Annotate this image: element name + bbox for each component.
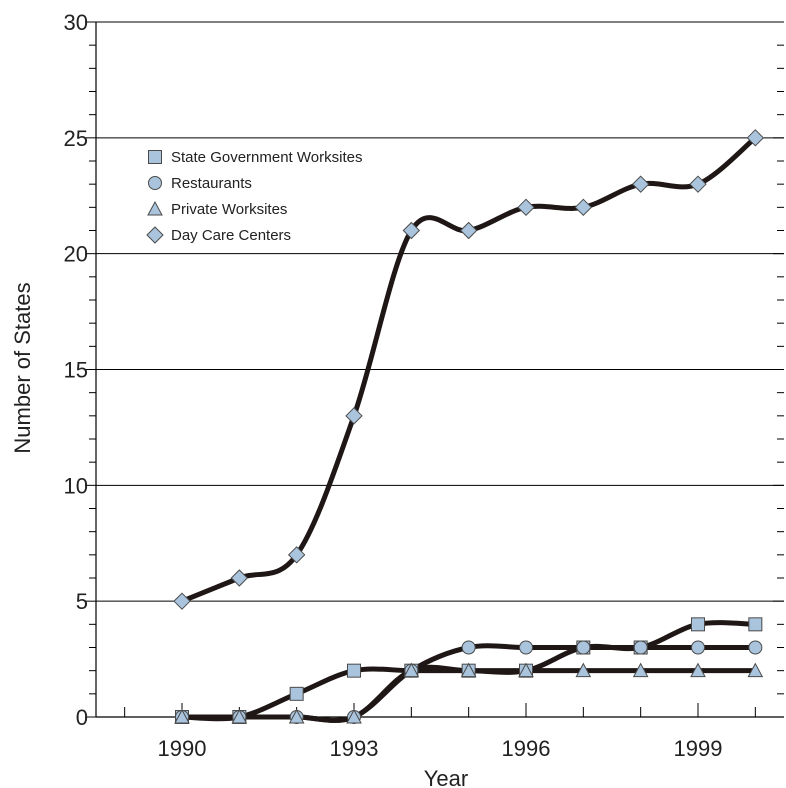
- data-point-triangle: [403, 662, 420, 678]
- y-tick-label: 20: [64, 242, 88, 267]
- legend-label: Restaurants: [171, 175, 252, 192]
- x-axis-title: Year: [424, 766, 468, 788]
- legend-marker-circle: [148, 176, 162, 190]
- data-point-triangle: [690, 662, 706, 678]
- data-point-diamond: [746, 129, 765, 147]
- legend-marker-diamond: [146, 226, 164, 244]
- data-point-square: [748, 617, 763, 632]
- data-point-diamond: [287, 546, 306, 564]
- x-tick-label: 1999: [674, 736, 723, 761]
- data-point-diamond: [631, 175, 650, 193]
- data-point-circle: [633, 640, 648, 655]
- series-markers: [173, 129, 765, 724]
- data-point-triangle: [346, 708, 362, 724]
- data-point-diamond: [459, 221, 478, 240]
- data-point-triangle: [518, 662, 534, 678]
- data-point-circle: [576, 640, 591, 655]
- data-point-triangle: [231, 708, 248, 724]
- y-tick-label: 15: [64, 358, 88, 383]
- data-point-diamond: [689, 175, 707, 193]
- data-point-triangle: [288, 708, 305, 724]
- data-point-circle: [519, 640, 533, 655]
- legend-label: State Government Worksites: [171, 149, 362, 166]
- axes: 0 5 10 15 20 25 30 1990 1993 1996 1999: [64, 10, 784, 761]
- data-point-triangle: [460, 662, 477, 678]
- data-point-diamond: [402, 221, 421, 240]
- data-point-diamond: [173, 592, 191, 610]
- data-point-square: [289, 686, 304, 701]
- data-point-square: [347, 663, 361, 678]
- x-tick-label: 1996: [502, 736, 551, 761]
- y-tick-label: 0: [76, 705, 88, 730]
- y-axis-title: Number of States: [10, 282, 35, 453]
- data-point-diamond: [574, 198, 593, 217]
- legend-label: Private Worksites: [171, 201, 287, 218]
- data-point-triangle: [575, 662, 592, 678]
- data-point-circle: [691, 640, 705, 655]
- data-point-diamond: [230, 569, 249, 587]
- y-tick-label: 5: [76, 589, 88, 614]
- data-point-square: [691, 617, 705, 632]
- legend: State Government Worksites Restaurants Pri…: [146, 149, 362, 244]
- x-tick-label: 1990: [158, 736, 207, 761]
- data-point-triangle: [632, 662, 649, 678]
- data-point-diamond: [345, 407, 363, 425]
- gridlines: [96, 21, 784, 602]
- y-tick-label: 25: [64, 126, 88, 151]
- legend-marker-triangle: [147, 200, 163, 216]
- data-point-triangle: [174, 708, 190, 724]
- data-point-triangle: [747, 662, 764, 678]
- legend-label: Day Care Centers: [171, 227, 291, 244]
- data-point-circle: [461, 640, 476, 655]
- y-tick-label: 30: [64, 10, 88, 35]
- legend-marker-square: [148, 150, 162, 164]
- data-point-diamond: [517, 198, 535, 217]
- y-tick-label: 10: [64, 473, 88, 498]
- data-point-circle: [748, 640, 763, 655]
- x-tick-label: 1993: [330, 736, 379, 761]
